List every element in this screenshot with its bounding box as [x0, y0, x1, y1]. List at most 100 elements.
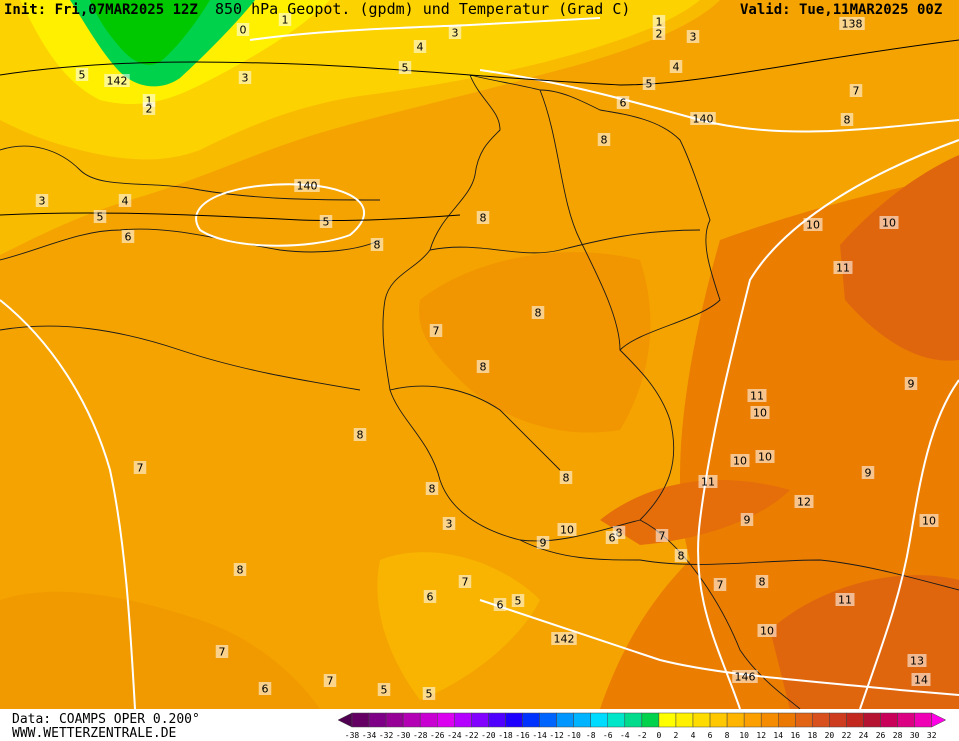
colorbar-label: -12 — [549, 731, 564, 740]
temperature-field — [0, 0, 959, 709]
contour-label-box — [551, 632, 577, 645]
contour-label: 8 — [535, 307, 542, 320]
colorbar-label: -28 — [413, 731, 428, 740]
contour-label: 8 — [480, 212, 487, 225]
contour-label-box — [919, 514, 939, 527]
contour-label: 6 — [620, 97, 627, 110]
contour-label-box — [713, 578, 727, 591]
isotherm — [859, 379, 959, 710]
colorbar-swatch — [795, 712, 813, 728]
colorbar-swatch — [658, 712, 677, 728]
contour-label: 11 — [836, 262, 850, 275]
contour-label: 1 — [282, 14, 289, 27]
colorbar-swatch — [385, 712, 404, 728]
colorbar-label: -4 — [620, 731, 630, 740]
contour-label-box — [839, 17, 865, 30]
contour-label: 5 — [402, 62, 409, 75]
contour-label-box — [803, 218, 823, 231]
contour-label: 8 — [429, 483, 436, 496]
state-border — [429, 229, 701, 254]
colorbar-swatch — [675, 712, 694, 728]
colorbar-label: -10 — [566, 731, 581, 740]
colorbar-swatch — [829, 712, 847, 728]
contour-label: 6 — [609, 532, 616, 545]
contour-label: 3 — [39, 195, 46, 208]
contour-label-box — [511, 594, 525, 607]
contour-label-box — [616, 96, 630, 109]
contour-label-box — [686, 30, 700, 43]
colorbar-swatch — [778, 712, 796, 728]
contour-label: 8 — [844, 114, 851, 127]
contour-label: 11 — [750, 390, 764, 403]
isotherm — [697, 139, 959, 710]
contour-label-box — [907, 654, 927, 667]
map-title: 850 hPa Geopot. (gpdm) und Temperatur (G… — [215, 0, 630, 18]
contour-label-box — [233, 563, 247, 576]
colorbar-label: -32 — [379, 731, 394, 740]
colorbar-label: -14 — [532, 731, 547, 740]
contour-label-box — [879, 216, 899, 229]
contour-label: 9 — [865, 467, 872, 480]
colorbar-label: 20 — [825, 731, 835, 740]
border — [519, 539, 959, 591]
contour-label: 5 — [97, 211, 104, 224]
contour-label: 3 — [446, 518, 453, 531]
border — [639, 519, 801, 710]
colorbar-swatch — [419, 712, 438, 728]
contour-label-box — [690, 112, 716, 125]
contour-label: 142 — [554, 633, 575, 646]
colorbar-label: 30 — [910, 731, 920, 740]
colorbar-label: 18 — [808, 731, 818, 740]
colorbar-swatch — [505, 712, 523, 728]
contour-label: 0 — [240, 24, 247, 37]
colorbar-label: 22 — [842, 731, 852, 740]
contour-label-box — [423, 590, 437, 603]
contour-label-box — [655, 529, 669, 542]
colorbar-swatch — [760, 712, 779, 728]
colorbar-label: 28 — [893, 731, 903, 740]
colorbar-swatch — [351, 712, 370, 728]
colorbar-label: -2 — [637, 731, 647, 740]
colorbar-swatch — [641, 712, 660, 728]
colorbar-label: -38 — [345, 731, 360, 740]
colorbar-swatch — [846, 712, 864, 728]
contour-label: 7 — [462, 576, 469, 589]
contour-label: 11 — [701, 476, 715, 489]
colorbar-label: 32 — [927, 731, 937, 740]
warm-core-east — [840, 155, 959, 361]
contour-label-box — [278, 13, 292, 26]
contour-label: 3 — [690, 31, 697, 44]
contour-label-box — [429, 324, 443, 337]
colorbar-label: 14 — [773, 731, 783, 740]
contour-label-box — [142, 102, 156, 115]
colorbar-label: -8 — [586, 731, 596, 740]
contour-label: 8 — [480, 361, 487, 374]
colorbar-swatch — [556, 712, 574, 728]
contour-label: 5 — [646, 78, 653, 91]
colorbar-label: -30 — [396, 731, 411, 740]
contour-label: 5 — [515, 595, 522, 608]
contour-label-box — [294, 179, 320, 192]
contour-label: 6 — [262, 683, 269, 696]
central-warm — [419, 252, 651, 433]
data-source: Data: COAMPS OPER 0.200° — [12, 712, 200, 727]
colorbar-end — [931, 712, 947, 728]
contour-label: 4 — [122, 195, 129, 208]
contour-label-box — [794, 495, 814, 508]
contour-label: 10 — [806, 219, 820, 232]
colorbar: -38 -34 -32 -30 -28 -26 -24 -22 -20 -18 -16 -14 -12-… — [337, 712, 947, 740]
contour-label: 9 — [908, 378, 915, 391]
border — [0, 325, 361, 391]
contour-label: 2 — [146, 103, 153, 116]
contour-label-box — [652, 15, 666, 28]
state-border — [389, 385, 561, 471]
contour-label-box — [740, 513, 754, 526]
coastline — [0, 145, 381, 201]
contour-label-box — [104, 74, 130, 87]
warm-band — [600, 480, 790, 545]
alpine-cool — [377, 552, 540, 700]
contour-label: 2 — [656, 28, 663, 41]
contour-label: 6 — [497, 599, 504, 612]
colorbar-swatch — [914, 712, 932, 728]
